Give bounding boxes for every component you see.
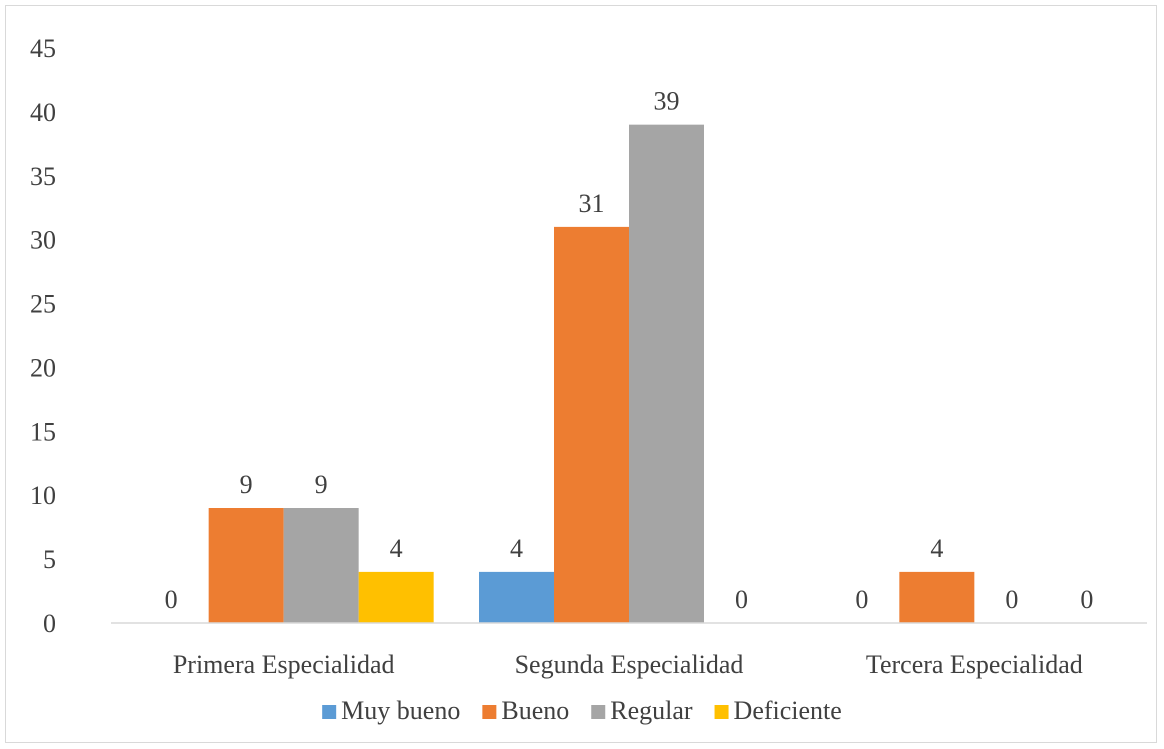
y-tick-label: 35 — [30, 162, 56, 191]
legend-item-bueno: Bueno — [482, 696, 569, 725]
data-label: 4 — [930, 534, 943, 563]
bar-bueno-1 — [208, 508, 284, 623]
legend-swatch — [714, 705, 729, 719]
bar-bueno-3 — [899, 571, 975, 623]
data-labels: 0 9 9 4 4 31 39 0 0 4 0 0 — [165, 87, 1094, 614]
bar-regular-1 — [283, 508, 359, 623]
legend-item-deficiente: Deficiente — [714, 696, 842, 725]
bar-regular-2 — [629, 124, 704, 624]
legend-label: Regular — [610, 696, 693, 725]
y-tick-label: 40 — [30, 98, 56, 127]
x-category-label: Primera Especialidad — [173, 650, 395, 679]
x-category-label: Tercera Especialidad — [866, 650, 1083, 679]
data-label: 4 — [390, 534, 403, 563]
bar-deficiente-1 — [358, 571, 434, 623]
data-label: 39 — [654, 87, 680, 116]
y-tick-label: 25 — [30, 290, 56, 319]
bar-bueno-2 — [554, 226, 629, 623]
bars — [208, 124, 975, 624]
data-label: 0 — [1005, 585, 1018, 614]
chart-frame: 0 5 10 15 20 25 30 35 40 45 0 9 9 4 4 31 39 0 0 4 0 0 Primer… — [5, 5, 1157, 743]
y-tick-label: 20 — [30, 353, 56, 382]
legend-label: Bueno — [501, 696, 569, 725]
legend: Muy bueno Bueno Regular Deficiente — [322, 696, 842, 725]
legend-item-muy-bueno: Muy bueno — [322, 696, 460, 725]
legend-swatch — [482, 705, 497, 719]
data-label: 31 — [579, 189, 605, 218]
y-tick-label: 0 — [43, 609, 56, 638]
legend-swatch — [322, 705, 337, 719]
y-tick-label: 30 — [30, 226, 56, 255]
legend-swatch — [591, 705, 606, 719]
y-axis: 0 5 10 15 20 25 30 35 40 45 — [30, 34, 56, 638]
legend-label: Muy bueno — [341, 696, 460, 725]
data-label: 0 — [735, 585, 748, 614]
data-label: 0 — [1080, 585, 1093, 614]
x-axis: Primera Especialidad Segunda Especialidad… — [173, 650, 1083, 679]
y-tick-label: 5 — [43, 545, 56, 574]
y-tick-label: 10 — [30, 481, 56, 510]
y-tick-label: 15 — [30, 417, 56, 446]
y-tick-label: 45 — [30, 34, 56, 63]
x-category-label: Segunda Especialidad — [515, 650, 744, 679]
legend-item-regular: Regular — [591, 696, 693, 725]
legend-label: Deficiente — [734, 696, 842, 725]
bar-muy-bueno-2 — [479, 571, 554, 623]
data-label: 4 — [510, 534, 523, 563]
data-label: 9 — [315, 470, 328, 499]
data-label: 0 — [855, 585, 868, 614]
data-label: 9 — [240, 470, 253, 499]
data-label: 0 — [165, 585, 178, 614]
